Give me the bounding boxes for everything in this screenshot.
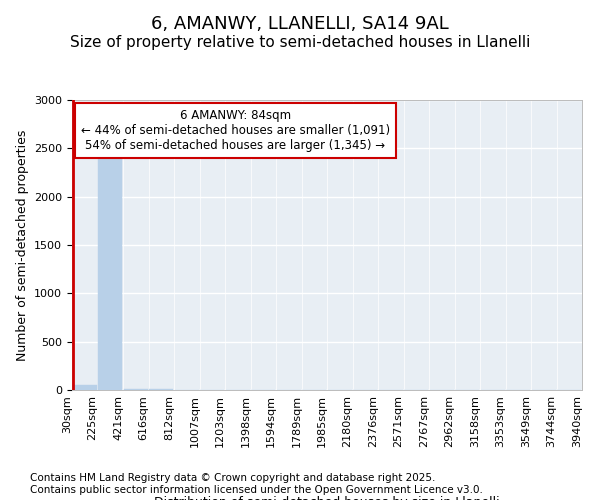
Bar	[98, 150, 122, 390]
Text: 6 AMANWY: 84sqm
← 44% of semi-detached houses are smaller (1,091)
54% of semi-de: 6 AMANWY: 84sqm ← 44% of semi-detached h…	[80, 108, 390, 152]
Bar	[124, 389, 148, 390]
Bar	[149, 389, 173, 390]
Bar	[73, 385, 97, 390]
Text: Size of property relative to semi-detached houses in Llanelli: Size of property relative to semi-detach…	[70, 35, 530, 50]
Text: 6, AMANWY, LLANELLI, SA14 9AL: 6, AMANWY, LLANELLI, SA14 9AL	[151, 15, 449, 33]
Y-axis label: Number of semi-detached properties: Number of semi-detached properties	[16, 130, 29, 360]
Text: Contains HM Land Registry data © Crown copyright and database right 2025.
Contai: Contains HM Land Registry data © Crown c…	[30, 474, 483, 495]
X-axis label: Distribution of semi-detached houses by size in Llanelli: Distribution of semi-detached houses by …	[154, 496, 500, 500]
